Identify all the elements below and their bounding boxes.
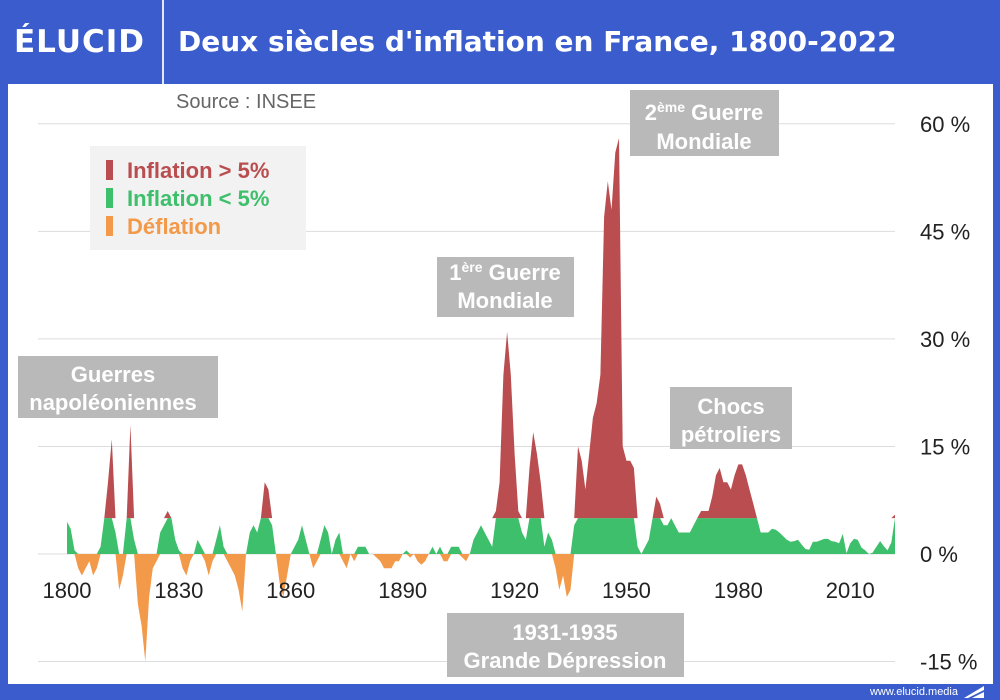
source-label: Source : INSEE	[176, 91, 316, 113]
annotation-box	[18, 356, 218, 418]
x-tick-label: 1800	[43, 578, 92, 603]
elucid-logo[interactable]: ÉLUCID	[14, 24, 146, 60]
annotation-text: Chocs	[697, 394, 764, 419]
annotation-text: pétroliers	[681, 422, 781, 447]
annotations: Guerres napoléoniennes 1ère Guerre Mondiale…	[18, 90, 792, 677]
chart-title: Deux siècles d'inflation en France, 1800…	[178, 25, 897, 58]
header-bar: ÉLUCID Deux siècles d'inflation en Franc…	[0, 0, 1000, 84]
area-inflation-below-5	[67, 518, 895, 554]
annotation-text: 2ème Guerre	[645, 99, 764, 125]
annotation-text: napoléoniennes	[29, 390, 196, 415]
y-tick-label: -15 %	[920, 650, 977, 675]
y-tick-label: 0 %	[920, 542, 958, 567]
legend-swatch	[106, 188, 113, 208]
x-tick-label: 1920	[490, 578, 539, 603]
x-tick-label: 2010	[826, 578, 875, 603]
chart-panel: 1800 1830 1860 1890 1920 1950 1980 2010 60 % 45 …	[8, 84, 993, 684]
annotation-text: Grande Dépression	[464, 648, 667, 673]
legend-label: Déflation	[127, 214, 221, 239]
annotation-label: 1931-1935 Grande Dépression	[447, 613, 684, 677]
area-deflation	[67, 554, 895, 662]
annotation-label: 1ère Guerre Mondiale	[437, 257, 574, 317]
y-tick-label: 45 %	[920, 219, 970, 244]
x-axis-ticks: 1800 1830 1860 1890 1920 1950 1980 2010	[43, 578, 875, 603]
annotation-text: Guerres	[71, 362, 155, 387]
annotation-text: 1ère Guerre	[449, 259, 561, 285]
annotation-text: 1931-1935	[512, 620, 617, 645]
inflation-areas	[67, 138, 895, 662]
header-divider	[162, 0, 164, 84]
annotation-box	[670, 387, 792, 449]
x-tick-label: 1950	[602, 578, 651, 603]
annotation-text: Mondiale	[457, 288, 552, 313]
legend-swatch	[106, 216, 113, 236]
annotation-text: Mondiale	[656, 129, 751, 154]
legend-label: Inflation < 5%	[127, 186, 269, 211]
annotation-label: Guerres napoléoniennes	[18, 356, 218, 418]
legend-label: Inflation > 5%	[127, 158, 269, 183]
y-axis-ticks: 60 % 45 % 30 % 15 % 0 % -15 %	[920, 112, 977, 675]
legend-background	[90, 146, 306, 250]
x-tick-label: 1890	[378, 578, 427, 603]
y-tick-label: 30 %	[920, 327, 970, 352]
elucid-mark-icon	[964, 686, 984, 698]
annotation-box	[447, 613, 684, 677]
annotation-label: 2ème Guerre Mondiale	[630, 90, 779, 156]
annotation-box	[630, 90, 779, 156]
x-tick-label: 1980	[714, 578, 763, 603]
inflation-chart: 1800 1830 1860 1890 1920 1950 1980 2010 60 % 45 …	[18, 90, 977, 677]
annotation-label: Chocs pétroliers	[670, 387, 792, 449]
legend-swatch	[106, 160, 113, 180]
x-tick-label: 1860	[266, 578, 315, 603]
legend: Inflation > 5% Inflation < 5% Déflation	[90, 146, 306, 250]
footer-site-link[interactable]: www.elucid.media	[869, 686, 958, 698]
y-tick-label: 60 %	[920, 112, 970, 137]
annotation-box	[437, 257, 574, 317]
footer: www.elucid.media	[0, 684, 1000, 700]
x-tick-label: 1830	[154, 578, 203, 603]
y-tick-label: 15 %	[920, 434, 970, 459]
